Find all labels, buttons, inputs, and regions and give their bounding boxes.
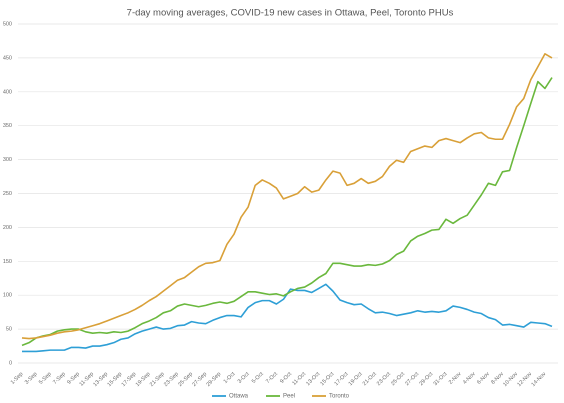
x-tick-label: 7-Sep bbox=[52, 371, 67, 386]
y-tick-label: 500 bbox=[3, 21, 12, 27]
x-tick-label: 27-Sep bbox=[191, 371, 208, 388]
x-tick-label: 23-Oct bbox=[376, 371, 392, 387]
x-tick-label: 6-Nov bbox=[476, 371, 491, 386]
y-tick-label: 100 bbox=[3, 293, 12, 299]
x-tick-label: 11-Oct bbox=[291, 371, 307, 387]
x-tick-label: 12-Nov bbox=[516, 371, 533, 388]
x-tick-label: 7-Oct bbox=[265, 371, 279, 385]
legend-label: Peel bbox=[283, 394, 295, 400]
y-tick-label: 0 bbox=[9, 360, 12, 366]
series-line bbox=[21, 77, 553, 347]
chart-title: 7-day moving averages, COVID-19 new case… bbox=[127, 8, 454, 19]
y-tick-label: 350 bbox=[3, 123, 12, 129]
x-tick-label: 19-Oct bbox=[348, 371, 364, 387]
x-tick-label: 15-Sep bbox=[107, 371, 124, 388]
x-tick-label: 27-Oct bbox=[404, 371, 420, 387]
x-tick-label: 17-Oct bbox=[334, 371, 350, 387]
y-tick-label: 450 bbox=[3, 55, 12, 61]
x-tick-label: 25-Sep bbox=[177, 371, 194, 388]
x-tick-label: 1-Sep bbox=[10, 371, 25, 386]
x-tick-label: 4-Nov bbox=[462, 371, 477, 386]
x-tick-label: 29-Oct bbox=[418, 371, 434, 387]
y-tick-label: 300 bbox=[3, 157, 12, 163]
x-tick-label: 23-Sep bbox=[163, 371, 180, 388]
y-tick-label: 150 bbox=[3, 259, 12, 265]
x-tick-label: 14-Nov bbox=[531, 371, 548, 388]
x-tick-label: 17-Sep bbox=[121, 371, 138, 388]
series-line bbox=[21, 53, 553, 340]
legend-label: Ottawa bbox=[229, 394, 249, 400]
y-tick-label: 50 bbox=[6, 327, 12, 333]
x-tick-label: 1-Oct bbox=[223, 371, 237, 385]
x-tick-label: 13-Sep bbox=[92, 371, 109, 388]
y-tick-label: 250 bbox=[3, 191, 12, 197]
y-tick-label: 400 bbox=[3, 89, 12, 95]
x-tick-label: 15-Oct bbox=[319, 371, 335, 387]
x-tick-label: 19-Sep bbox=[135, 371, 152, 388]
x-tick-label: 29-Sep bbox=[206, 371, 223, 388]
y-tick-label: 200 bbox=[3, 225, 12, 231]
x-tick-label: 10-Nov bbox=[502, 371, 519, 388]
x-tick-label: 3-Sep bbox=[24, 371, 39, 386]
x-tick-label: 21-Sep bbox=[149, 371, 166, 388]
x-tick-label: 5-Sep bbox=[38, 371, 53, 386]
x-tick-label: 3-Oct bbox=[237, 371, 251, 385]
legend-label: Toronto bbox=[329, 394, 350, 400]
x-tick-label: 25-Oct bbox=[390, 371, 406, 387]
x-tick-label: 21-Oct bbox=[362, 371, 378, 387]
x-tick-label: 31-Oct bbox=[433, 371, 449, 387]
x-tick-label: 13-Oct bbox=[305, 371, 321, 387]
x-tick-label: 2-Nov bbox=[448, 371, 463, 386]
x-tick-label: 5-Oct bbox=[251, 371, 265, 385]
